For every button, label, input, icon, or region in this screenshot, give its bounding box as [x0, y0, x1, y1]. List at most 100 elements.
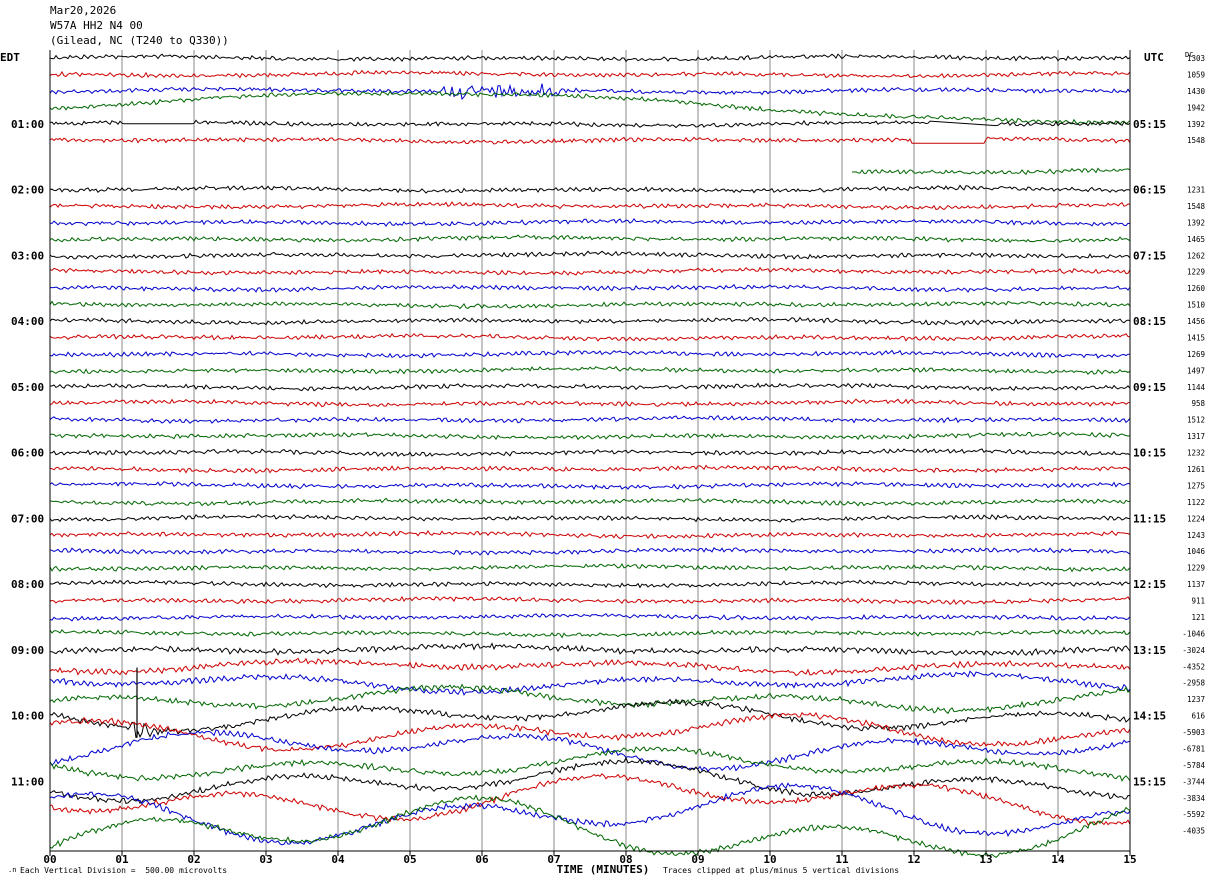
dc-value-32: 1137 — [1187, 580, 1205, 589]
dc-value-45: -3834 — [1182, 794, 1205, 803]
dc-value-31: 1229 — [1187, 564, 1205, 573]
dc-value-28: 1224 — [1187, 514, 1206, 523]
dc-value-12: 1262 — [1187, 251, 1205, 260]
footer-scale: Each Vertical Division = 500.00 microvol… — [20, 866, 228, 875]
dc-value-4: 1392 — [1187, 120, 1205, 129]
axes — [49, 50, 1131, 856]
dc-value-15: 1510 — [1187, 301, 1206, 310]
time-tick-label-04: 04 — [331, 853, 345, 866]
time-tick-label-14: 14 — [1051, 853, 1065, 866]
trace-row-47 — [49, 794, 1131, 859]
dc-value-1: 1059 — [1187, 70, 1205, 79]
dc-value-21: 958 — [1191, 399, 1205, 408]
trace-row-45 — [50, 773, 1131, 826]
trace-row-36 — [49, 642, 1131, 657]
trace-row-7 — [852, 167, 1131, 176]
dc-value-29: 1243 — [1187, 531, 1205, 540]
trace-row-16 — [49, 316, 1131, 326]
dc-value-18: 1269 — [1187, 350, 1205, 359]
trace-row-21 — [49, 398, 1131, 408]
dc-value-13: 1229 — [1187, 268, 1205, 277]
trace-row-14 — [50, 283, 1131, 293]
time-tick-label-05: 05 — [403, 853, 416, 866]
time-tick-label-08: 08 — [619, 853, 632, 866]
edt-hour-03:00: 03:00 — [11, 249, 44, 262]
time-tick-label-02: 02 — [187, 853, 200, 866]
time-tick-label-06: 06 — [475, 853, 489, 866]
dc-value-41: -5903 — [1182, 728, 1205, 737]
trace-row-34 — [49, 613, 1131, 622]
trace-row-39 — [49, 683, 1131, 715]
time-tick-label-01: 01 — [115, 853, 129, 866]
trace-row-9 — [49, 201, 1131, 211]
utc-hour-06:15: 06:15 — [1133, 184, 1166, 197]
utc-hour-13:15: 13:15 — [1133, 644, 1166, 657]
dc-value-25: 1261 — [1187, 465, 1205, 474]
edt-hour-11:00: 11:00 — [11, 775, 44, 788]
time-tick-label-15: 15 — [1123, 853, 1136, 866]
utc-hour-05:15: 05:15 — [1133, 118, 1166, 131]
dc-value-26: 1275 — [1187, 481, 1205, 490]
dc-value-24: 1232 — [1187, 449, 1205, 458]
dc-value-11: 1465 — [1187, 235, 1205, 244]
dc-value-40: 616 — [1191, 712, 1205, 721]
edt-hour-09:00: 09:00 — [11, 644, 44, 657]
trace-row-35 — [49, 628, 1131, 639]
trace-row-38 — [49, 670, 1131, 696]
trace-row-0 — [49, 53, 1131, 63]
trace-row-27 — [49, 497, 1131, 507]
trace-row-43 — [49, 746, 1131, 782]
dc-label: DC — [1185, 51, 1193, 59]
footer-mark: .n — [8, 866, 17, 874]
dc-value-19: 1497 — [1187, 366, 1205, 375]
trace-row-40 — [49, 698, 1131, 739]
trace-row-22 — [49, 414, 1131, 424]
trace-row-5 — [49, 136, 1131, 145]
trace-row-41 — [49, 711, 1131, 753]
utc-hour-09:15: 09:15 — [1133, 381, 1166, 394]
dc-value-27: 1122 — [1187, 498, 1205, 507]
edt-label: EDT — [0, 51, 20, 64]
edt-hour-10:00: 10:00 — [11, 710, 44, 723]
edt-hour-07:00: 07:00 — [11, 512, 44, 525]
dc-value-39: 1237 — [1187, 695, 1205, 704]
footer-clip: Traces clipped at plus/minus 5 vertical … — [663, 866, 900, 875]
trace-row-37 — [49, 657, 1131, 677]
trace-row-33 — [49, 595, 1131, 606]
edt-hour-02:00: 02:00 — [11, 184, 44, 197]
trace-row-1 — [49, 69, 1131, 79]
edt-hour-04:00: 04:00 — [11, 315, 44, 328]
trace-row-4 — [49, 119, 1131, 129]
time-tick-label-12: 12 — [907, 853, 920, 866]
dc-value-46: -5592 — [1182, 810, 1205, 819]
trace-row-26 — [49, 481, 1131, 491]
dc-value-20: 1144 — [1187, 383, 1206, 392]
trace-row-25 — [49, 464, 1131, 474]
edt-hour-05:00: 05:00 — [11, 381, 44, 394]
edt-hour-08:00: 08:00 — [11, 578, 44, 591]
trace-row-12 — [49, 250, 1131, 260]
utc-hour-12:15: 12:15 — [1133, 578, 1166, 591]
time-tick-label-11: 11 — [835, 853, 849, 866]
dc-value-23: 1317 — [1187, 432, 1205, 441]
time-tick-label-07: 07 — [547, 853, 560, 866]
dc-value-5: 1548 — [1187, 136, 1206, 145]
dc-value-2: 1430 — [1187, 87, 1206, 96]
time-tick-label-00: 00 — [43, 853, 56, 866]
utc-hour-15:15: 15:15 — [1133, 775, 1166, 788]
edt-hour-06:00: 06:00 — [11, 447, 44, 460]
dc-value-16: 1456 — [1187, 317, 1206, 326]
time-tick-label-10: 10 — [763, 853, 776, 866]
trace-row-15 — [49, 300, 1131, 310]
trace-row-18 — [49, 349, 1130, 359]
utc-hour-10:15: 10:15 — [1133, 447, 1166, 460]
trace-row-31 — [49, 563, 1131, 573]
trace-row-46 — [49, 782, 1131, 846]
dc-value-30: 1046 — [1187, 547, 1206, 556]
trace-row-3 — [49, 90, 1131, 126]
dc-value-43: -5784 — [1182, 761, 1205, 770]
trace-row-13 — [49, 266, 1131, 276]
dc-value-47: -4035 — [1182, 827, 1205, 836]
